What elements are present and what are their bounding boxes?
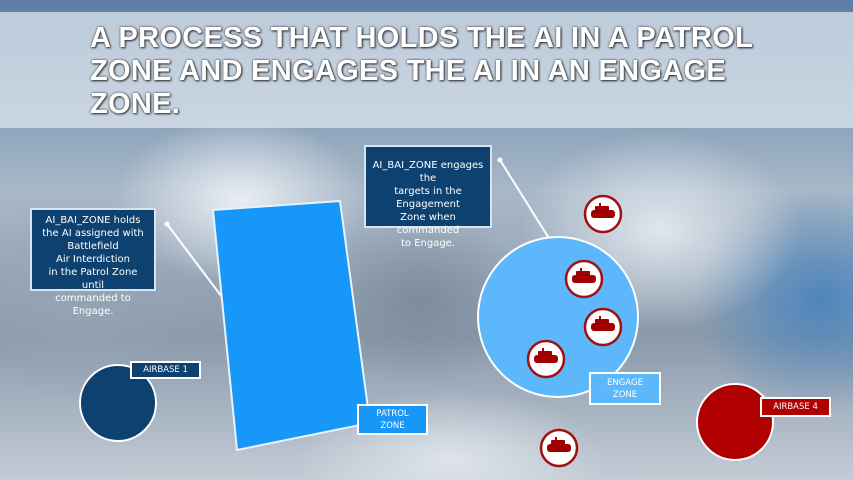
callout-line: targets in the Engagement [394, 186, 462, 210]
patrol-zone-label: PATROL ZONE [357, 404, 428, 435]
callout-line: in the Patrol Zone until [48, 267, 138, 291]
label-line: PATROL [376, 409, 409, 419]
airbase-1-label: AIRBASE 1 [130, 361, 201, 379]
callout-line: AI_BAI_ZONE engages the [372, 160, 484, 184]
callout-line: Air Interdiction [56, 254, 130, 265]
label-line: ZONE [612, 390, 638, 400]
callout-line: commanded to Engage. [55, 293, 131, 317]
callout-line: to Engage. [400, 238, 456, 249]
tank-icon[interactable] [539, 428, 579, 468]
patrol-leader-line [166, 223, 223, 298]
tank-icon[interactable] [564, 259, 604, 299]
tank-icon[interactable] [583, 307, 623, 347]
patrol-zone-shape[interactable] [211, 199, 372, 452]
engage-callout: AI_BAI_ZONE engages the targets in the E… [364, 145, 492, 249]
label-line: ENGAGE [607, 378, 643, 388]
engage-zone-label: ENGAGE ZONE [589, 372, 661, 405]
callout-line: AI_BAI_ZONE holds [45, 215, 141, 226]
tank-icon[interactable] [583, 194, 623, 234]
engage-leader-line [499, 159, 551, 241]
label-line: ZONE [380, 421, 405, 431]
callout-line: Battlefield [67, 241, 119, 252]
callout-line: the AI assigned with [42, 228, 144, 239]
leader-dot [164, 221, 170, 227]
airbase-4-label: AIRBASE 4 [760, 397, 831, 417]
airbase-1-circle[interactable] [79, 364, 157, 442]
title-band [0, 12, 853, 128]
page-title: A PROCESS THAT HOLDS THE AI IN A PATROL … [90, 22, 753, 120]
airbase-4-circle[interactable] [696, 383, 774, 461]
tank-icon[interactable] [526, 339, 566, 379]
patrol-callout: AI_BAI_ZONE holds the AI assigned with B… [30, 208, 156, 317]
callout-line: Zone when commanded [396, 212, 460, 236]
leader-dot [497, 157, 503, 163]
